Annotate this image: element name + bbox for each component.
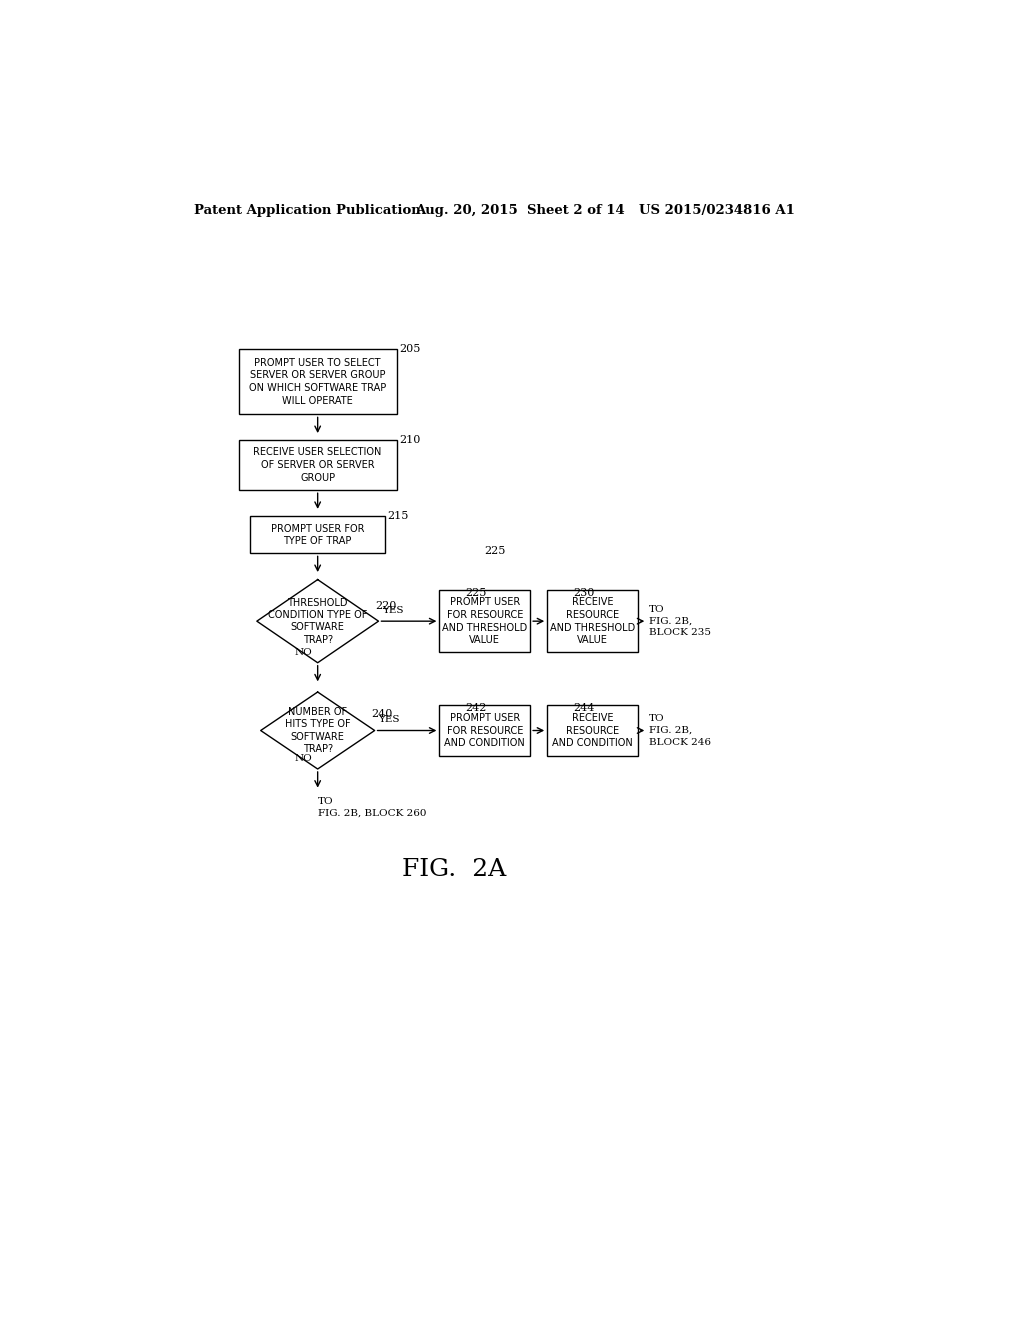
Text: 210: 210	[399, 434, 420, 445]
Text: RECEIVE
RESOURCE
AND THRESHOLD
VALUE: RECEIVE RESOURCE AND THRESHOLD VALUE	[550, 597, 635, 645]
Text: 225: 225	[484, 546, 506, 557]
Text: YES: YES	[382, 606, 403, 615]
Text: 205: 205	[399, 343, 420, 354]
Text: TO
FIG. 2B,
BLOCK 235: TO FIG. 2B, BLOCK 235	[649, 605, 711, 638]
Text: 225: 225	[466, 589, 486, 598]
Text: 242: 242	[466, 704, 486, 713]
FancyBboxPatch shape	[547, 705, 638, 755]
Text: NUMBER OF
HITS TYPE OF
SOFTWARE
TRAP?: NUMBER OF HITS TYPE OF SOFTWARE TRAP?	[285, 708, 350, 754]
Text: 215: 215	[387, 511, 409, 521]
Text: US 2015/0234816 A1: US 2015/0234816 A1	[639, 205, 795, 218]
Text: FIG.  2A: FIG. 2A	[401, 858, 506, 880]
Text: 244: 244	[573, 704, 595, 713]
Text: NO: NO	[295, 648, 312, 656]
FancyBboxPatch shape	[239, 348, 396, 414]
Text: RECEIVE
RESOURCE
AND CONDITION: RECEIVE RESOURCE AND CONDITION	[552, 713, 633, 748]
FancyBboxPatch shape	[250, 516, 385, 553]
Text: PROMPT USER
FOR RESOURCE
AND THRESHOLD
VALUE: PROMPT USER FOR RESOURCE AND THRESHOLD V…	[442, 597, 527, 645]
FancyBboxPatch shape	[439, 590, 530, 652]
Text: 230: 230	[573, 589, 595, 598]
FancyBboxPatch shape	[439, 705, 530, 755]
Text: THRESHOLD
CONDITION TYPE OF
SOFTWARE
TRAP?: THRESHOLD CONDITION TYPE OF SOFTWARE TRA…	[268, 598, 368, 644]
FancyBboxPatch shape	[547, 590, 638, 652]
Text: RECEIVE USER SELECTION
OF SERVER OR SERVER
GROUP: RECEIVE USER SELECTION OF SERVER OR SERV…	[254, 447, 382, 483]
Text: PROMPT USER TO SELECT
SERVER OR SERVER GROUP
ON WHICH SOFTWARE TRAP
WILL OPERATE: PROMPT USER TO SELECT SERVER OR SERVER G…	[249, 358, 386, 407]
Text: NO: NO	[295, 754, 312, 763]
Text: 220: 220	[376, 601, 396, 611]
Text: PROMPT USER
FOR RESOURCE
AND CONDITION: PROMPT USER FOR RESOURCE AND CONDITION	[444, 713, 525, 748]
Text: TO
FIG. 2B, BLOCK 260: TO FIG. 2B, BLOCK 260	[317, 797, 426, 817]
Text: YES: YES	[379, 715, 400, 725]
FancyBboxPatch shape	[239, 441, 396, 490]
Text: Aug. 20, 2015  Sheet 2 of 14: Aug. 20, 2015 Sheet 2 of 14	[416, 205, 626, 218]
Text: TO
FIG. 2B,
BLOCK 246: TO FIG. 2B, BLOCK 246	[649, 714, 711, 747]
Text: 240: 240	[372, 709, 393, 719]
Text: PROMPT USER FOR
TYPE OF TRAP: PROMPT USER FOR TYPE OF TRAP	[271, 524, 365, 546]
Text: Patent Application Publication: Patent Application Publication	[194, 205, 421, 218]
